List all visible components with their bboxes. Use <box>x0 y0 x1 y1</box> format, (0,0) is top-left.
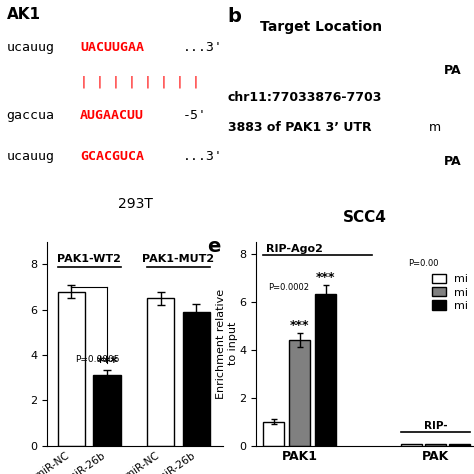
Text: GCACGUCA: GCACGUCA <box>80 150 144 163</box>
Text: AUGAACUU: AUGAACUU <box>80 109 144 122</box>
Text: -5': -5' <box>182 109 207 122</box>
Bar <box>183 312 210 446</box>
Text: PAK1-MUT2: PAK1-MUT2 <box>143 254 215 264</box>
Text: ***: *** <box>290 319 310 332</box>
Text: | | | | | | | |: | | | | | | | | <box>80 75 200 88</box>
Text: ...3': ...3' <box>182 41 223 54</box>
Text: P=0.0002: P=0.0002 <box>268 283 310 292</box>
Text: ucauug: ucauug <box>7 41 55 54</box>
Bar <box>147 298 174 446</box>
Text: RIP-Ago2: RIP-Ago2 <box>266 244 323 254</box>
Bar <box>263 421 284 446</box>
Text: P=0.0005: P=0.0005 <box>75 355 120 364</box>
Text: RIP-: RIP- <box>424 421 447 431</box>
Text: 3883 of PAK1 3’ UTR: 3883 of PAK1 3’ UTR <box>228 120 372 134</box>
Y-axis label: Enrichment relative
to input: Enrichment relative to input <box>216 289 238 399</box>
Text: e: e <box>207 237 220 256</box>
Text: UACUUGAA: UACUUGAA <box>80 41 144 54</box>
Text: ***: *** <box>96 355 118 369</box>
Text: Target Location: Target Location <box>261 20 383 35</box>
Title: SCC4: SCC4 <box>343 210 387 225</box>
Text: ucauug: ucauug <box>7 150 55 163</box>
Bar <box>289 340 310 446</box>
Text: ***: *** <box>316 271 335 284</box>
Text: ...3': ...3' <box>182 150 223 163</box>
Bar <box>315 294 336 446</box>
Bar <box>449 444 470 446</box>
Bar <box>58 292 85 446</box>
Bar <box>93 375 120 446</box>
Bar <box>425 444 446 446</box>
Text: AK1: AK1 <box>7 7 41 22</box>
Text: PA: PA <box>444 64 462 77</box>
Text: PA: PA <box>444 155 462 168</box>
Legend: mi, mi, mi: mi, mi, mi <box>430 272 471 313</box>
Text: m: m <box>429 120 441 134</box>
Text: PAK1-WT2: PAK1-WT2 <box>57 254 121 264</box>
Text: chr11:77033876-7703: chr11:77033876-7703 <box>228 91 382 104</box>
Bar <box>401 444 422 446</box>
Text: P=0.00: P=0.00 <box>409 259 439 268</box>
Text: gaccua: gaccua <box>7 109 55 122</box>
Text: b: b <box>228 7 242 26</box>
Title: 293T: 293T <box>118 197 153 211</box>
